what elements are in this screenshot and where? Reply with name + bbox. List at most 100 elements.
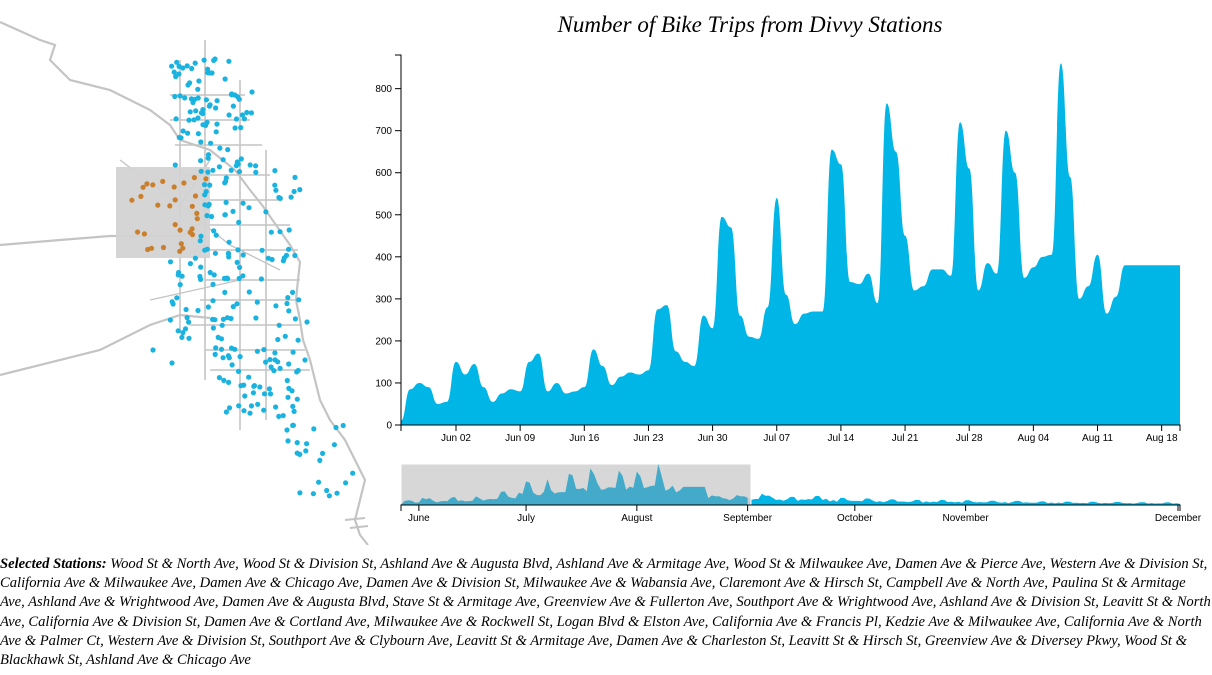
station-dot[interactable] xyxy=(267,391,274,397)
station-dot[interactable] xyxy=(190,99,196,106)
station-dot[interactable] xyxy=(176,63,182,69)
station-dot[interactable] xyxy=(217,145,223,151)
station-dot[interactable] xyxy=(331,442,337,448)
station-dot[interactable] xyxy=(285,394,291,400)
station-dot[interactable] xyxy=(291,408,297,414)
station-dot[interactable] xyxy=(205,304,211,310)
station-dot[interactable] xyxy=(225,251,232,257)
selected-station-dot[interactable] xyxy=(194,210,200,216)
station-dot[interactable] xyxy=(202,202,208,208)
selected-station-dot[interactable] xyxy=(150,182,156,188)
station-dot[interactable] xyxy=(277,229,283,235)
station-dot[interactable] xyxy=(295,367,301,374)
station-dot[interactable] xyxy=(238,125,244,131)
station-dot[interactable] xyxy=(236,169,243,175)
station-dot[interactable] xyxy=(290,422,296,428)
station-dot[interactable] xyxy=(226,239,232,245)
selected-station-dot[interactable] xyxy=(138,193,144,199)
station-dot[interactable] xyxy=(192,60,198,66)
station-dot[interactable] xyxy=(304,319,310,325)
station-dot[interactable] xyxy=(179,334,185,340)
station-dot[interactable] xyxy=(268,364,274,370)
station-dot[interactable] xyxy=(229,362,235,368)
selected-station-dot[interactable] xyxy=(177,227,183,233)
selected-station-dot[interactable] xyxy=(148,245,155,251)
station-dot[interactable] xyxy=(259,247,265,253)
station-dot[interactable] xyxy=(178,135,184,141)
station-dot[interactable] xyxy=(241,408,247,414)
selected-station-dot[interactable] xyxy=(203,176,209,182)
station-dot[interactable] xyxy=(236,219,242,225)
station-dot[interactable] xyxy=(226,405,233,411)
station-dot[interactable] xyxy=(185,130,191,136)
station-dot[interactable] xyxy=(343,480,349,486)
station-dot[interactable] xyxy=(223,409,229,415)
station-dot[interactable] xyxy=(289,388,295,394)
station-dot[interactable] xyxy=(285,295,291,301)
station-dot[interactable] xyxy=(198,139,204,145)
station-dot[interactable] xyxy=(210,298,216,304)
station-dot[interactable] xyxy=(221,377,227,383)
station-dot[interactable] xyxy=(290,403,296,409)
station-dot[interactable] xyxy=(213,232,219,238)
station-dot[interactable] xyxy=(197,273,203,280)
station-dot[interactable] xyxy=(244,109,250,116)
station-dot[interactable] xyxy=(266,386,272,392)
selected-station-dot[interactable] xyxy=(155,202,161,208)
station-dot[interactable] xyxy=(220,316,226,322)
station-dot[interactable] xyxy=(198,168,204,174)
station-dot[interactable] xyxy=(171,69,177,75)
station-dot[interactable] xyxy=(184,315,190,321)
station-dot[interactable] xyxy=(230,103,236,109)
station-dot[interactable] xyxy=(288,194,294,200)
station-dot[interactable] xyxy=(251,383,258,389)
station-dot[interactable] xyxy=(263,209,269,215)
station-dot[interactable] xyxy=(196,78,202,84)
station-dot[interactable] xyxy=(238,156,244,162)
station-dot[interactable] xyxy=(201,57,207,63)
station-dot[interactable] xyxy=(176,71,182,77)
station-dot[interactable] xyxy=(167,317,173,323)
station-dot[interactable] xyxy=(263,359,269,365)
selected-station-dot[interactable] xyxy=(160,244,167,251)
station-dot[interactable] xyxy=(246,205,252,211)
station-dot[interactable] xyxy=(324,487,330,494)
station-dot[interactable] xyxy=(175,328,181,334)
station-dot[interactable] xyxy=(292,316,298,322)
station-dot[interactable] xyxy=(294,450,300,456)
station-dot[interactable] xyxy=(294,440,300,446)
station-dot[interactable] xyxy=(176,269,182,276)
station-dot[interactable] xyxy=(235,94,241,100)
station-dot[interactable] xyxy=(261,347,267,353)
station-dot[interactable] xyxy=(320,450,326,456)
station-dot[interactable] xyxy=(286,308,292,314)
station-dot[interactable] xyxy=(277,365,283,371)
station-dot[interactable] xyxy=(280,413,286,419)
station-dot[interactable] xyxy=(216,164,222,170)
station-dot[interactable] xyxy=(198,233,204,239)
station-dot[interactable] xyxy=(213,345,219,351)
station-dot[interactable] xyxy=(232,125,238,131)
station-dot[interactable] xyxy=(297,187,303,193)
station-dot[interactable] xyxy=(220,157,226,163)
station-dot[interactable] xyxy=(237,264,243,270)
station-dot[interactable] xyxy=(261,391,268,397)
selected-station-dot[interactable] xyxy=(167,203,173,209)
selected-station-dot[interactable] xyxy=(180,245,186,251)
station-dot[interactable] xyxy=(223,199,229,205)
station-dot[interactable] xyxy=(182,326,189,332)
station-dot[interactable] xyxy=(203,97,209,103)
station-dot[interactable] xyxy=(212,351,218,357)
station-dot[interactable] xyxy=(198,264,204,270)
station-dot[interactable] xyxy=(172,93,178,100)
station-dot[interactable] xyxy=(198,110,204,116)
station-dot[interactable] xyxy=(222,289,228,295)
station-dot[interactable] xyxy=(230,304,236,310)
station-dot[interactable] xyxy=(212,250,218,256)
selected-station-dot[interactable] xyxy=(171,184,177,190)
station-dot[interactable] xyxy=(183,306,189,313)
station-dot[interactable] xyxy=(282,333,288,339)
station-dot[interactable] xyxy=(246,289,252,295)
station-dot[interactable] xyxy=(169,63,175,69)
station-dot[interactable] xyxy=(286,246,292,252)
